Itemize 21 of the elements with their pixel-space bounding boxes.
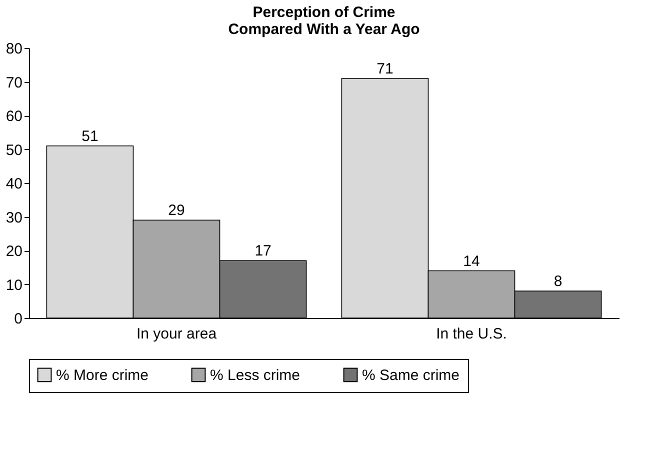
chart-title: Perception of Crime Compared With a Year Ago [228,4,420,38]
legend-label: % Same crime [362,366,460,384]
data-label: 71 [376,60,394,78]
legend-label: % Less crime [210,366,300,384]
y-tick-label: 30 [6,209,22,226]
y-tick-label: 70 [6,74,22,92]
data-label: 14 [463,252,480,270]
data-label: 51 [82,128,98,145]
y-tick-label: 10 [6,276,22,294]
y-tick-label: 40 [6,176,22,192]
x-tick-label: In the U.S. [436,326,507,342]
legend-label: % More crime [56,366,149,384]
y-tick-label: 50 [6,142,22,159]
y-tick-label: 60 [6,108,22,125]
data-label: 8 [554,273,562,290]
x-tick-label: In your area [136,326,218,342]
y-tick-label: 20 [6,243,22,260]
y-tick-label: 80 [6,40,22,58]
y-tick-label: 0 [14,310,22,328]
data-label: 17 [254,242,272,260]
data-label: 29 [168,202,185,220]
